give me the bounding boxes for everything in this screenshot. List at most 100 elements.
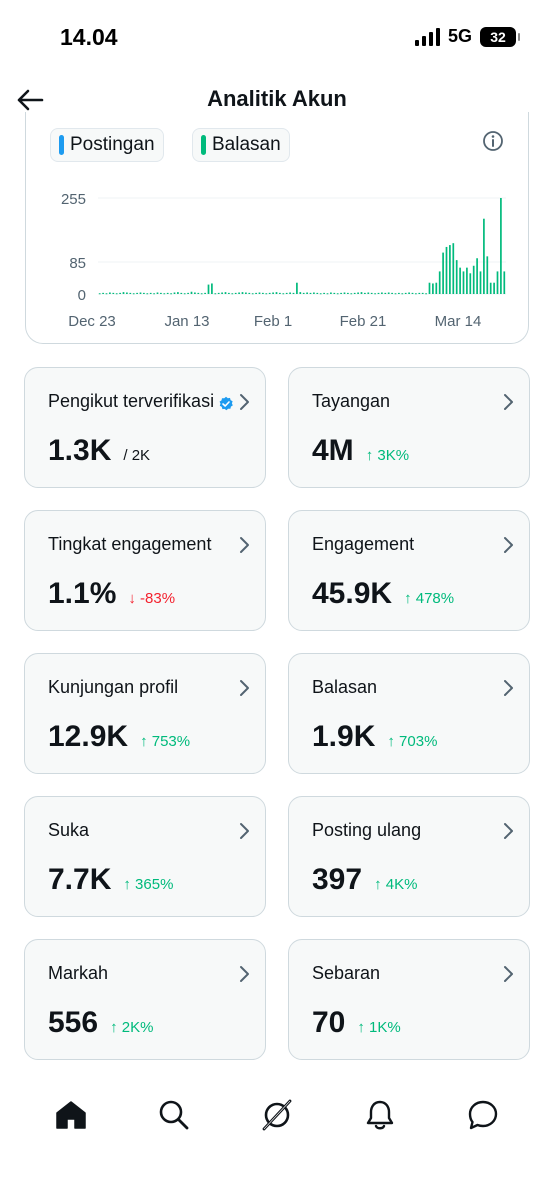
chart-bar xyxy=(415,293,417,295)
chart-bar xyxy=(428,282,431,294)
signal-icon xyxy=(414,27,440,46)
legend-postingan[interactable]: Postingan xyxy=(50,128,164,162)
chart-bar xyxy=(183,293,186,295)
x-tick-label: Feb 21 xyxy=(340,313,387,330)
chart-bar xyxy=(452,243,455,294)
stat-change: ↑ 3K% xyxy=(365,447,410,464)
chart-bar xyxy=(408,292,410,294)
stat-card[interactable]: Pengikut terverifikasi 1.3K / 2K xyxy=(24,367,266,488)
chart-bar xyxy=(98,293,101,295)
chart-bar xyxy=(214,293,217,295)
chart-bar xyxy=(139,292,142,294)
chart-bar xyxy=(367,292,370,294)
nav-search[interactable] xyxy=(152,1093,196,1137)
stat-value: 45.9K xyxy=(312,577,393,610)
chart-bar xyxy=(330,292,332,294)
chart-bar xyxy=(411,292,414,294)
chart-bar xyxy=(248,292,251,294)
chart-bar xyxy=(442,252,444,294)
chart-bar xyxy=(272,292,274,294)
chart-bar xyxy=(156,292,159,294)
stat-card[interactable]: Tingkat engagement 1.1% ↓ -83% xyxy=(24,510,266,631)
page-title: Analitik Akun xyxy=(207,86,347,111)
chart-bar xyxy=(204,292,206,294)
chart-bar xyxy=(333,292,336,294)
chart-bar xyxy=(302,292,305,294)
chart-bar xyxy=(187,292,189,294)
chevron-right-icon xyxy=(504,680,513,696)
x-tick-label: Jan 13 xyxy=(164,313,209,330)
stat-card[interactable]: Suka 7.7K ↑ 365% xyxy=(24,796,266,917)
chart-bar xyxy=(102,292,104,294)
stat-label: Tingkat engagement xyxy=(48,534,212,554)
chart-bar xyxy=(326,293,329,295)
chart-bar xyxy=(503,271,506,294)
stat-value: 1.1% xyxy=(48,577,117,610)
chart-bar xyxy=(292,292,295,294)
chart-bar xyxy=(173,292,176,294)
chart-bar xyxy=(268,292,271,294)
stat-card[interactable]: Tayangan 4M ↑ 3K% xyxy=(288,367,530,488)
chart-bar xyxy=(404,292,407,294)
stats-grid: Pengikut terverifikasi 1.3K / 2K Tayangan … xyxy=(24,367,530,1060)
chart-bar xyxy=(149,292,152,294)
chart-bar xyxy=(357,292,359,294)
chart-bar xyxy=(241,292,244,294)
chart-bar xyxy=(200,293,203,295)
chart-bar xyxy=(455,260,458,294)
stat-card[interactable]: Kunjungan profil 12.9K ↑ 753% xyxy=(24,653,266,774)
chart-bar xyxy=(306,292,308,294)
back-button[interactable] xyxy=(10,80,50,120)
chart-bar xyxy=(105,293,108,295)
legend-balasan[interactable]: Balasan xyxy=(192,128,290,162)
legend-label: Postingan xyxy=(70,134,155,155)
info-icon[interactable] xyxy=(482,130,504,152)
nav-notifications[interactable] xyxy=(358,1093,402,1137)
chart-bar xyxy=(316,292,319,294)
stat-card[interactable]: Balasan 1.9K ↑ 703% xyxy=(288,653,530,774)
stat-value: 12.9K xyxy=(48,720,129,753)
chart-bar xyxy=(299,292,302,294)
chart-bar xyxy=(381,292,383,294)
chart-bar xyxy=(163,293,166,295)
y-tick-label: 0 xyxy=(78,287,86,304)
chart-bar xyxy=(221,292,223,294)
chart-bar xyxy=(238,292,240,294)
stat-card[interactable]: Markah 556 ↑ 2K% xyxy=(24,939,266,1060)
chart-bar xyxy=(217,292,220,294)
nav-grok[interactable] xyxy=(255,1093,299,1137)
chart-bar xyxy=(445,246,448,294)
chart-bar xyxy=(479,271,482,294)
stat-label: Pengikut terverifikasi xyxy=(48,391,215,411)
chart-card: Postingan Balasan 255 85 0 Dec 23 Jan 13 Feb … xyxy=(25,112,529,344)
chart-bar xyxy=(275,292,278,294)
chevron-right-icon xyxy=(240,537,249,553)
chart-bar xyxy=(476,258,478,294)
stat-value-row: 1.1% ↓ -83% xyxy=(48,577,175,611)
stat-value-row: 70 ↑ 1K% xyxy=(312,1006,401,1040)
stat-card[interactable]: Posting ulang 397 ↑ 4K% xyxy=(288,796,530,917)
chart-bar xyxy=(387,292,390,294)
stat-card[interactable]: Engagement 45.9K ↑ 478% xyxy=(288,510,530,631)
battery-icon: 32 xyxy=(480,26,520,47)
nav-messages[interactable] xyxy=(461,1093,505,1137)
chart-bar xyxy=(112,292,115,294)
chart-bar xyxy=(279,292,281,294)
stat-change: ↑ 2K% xyxy=(110,1019,154,1036)
stat-card[interactable]: Sebaran 70 ↑ 1K% xyxy=(288,939,530,1060)
bottom-nav xyxy=(0,1080,554,1150)
chevron-right-icon xyxy=(240,823,249,839)
legend-swatch xyxy=(201,135,206,155)
chevron-right-icon xyxy=(240,966,249,982)
arrow-left-icon xyxy=(17,89,44,111)
stat-value: 397 xyxy=(312,863,363,896)
stat-value-row: 1.3K / 2K xyxy=(48,434,150,468)
chart-bar xyxy=(350,293,353,295)
chart-bar xyxy=(228,292,230,294)
chart-bar xyxy=(153,293,155,295)
chart-bar xyxy=(364,292,366,294)
nav-home[interactable] xyxy=(49,1093,93,1137)
chart-bar xyxy=(425,293,427,295)
status-bar: 14.04 5G 32 xyxy=(0,0,554,76)
chart-bar xyxy=(469,273,472,294)
